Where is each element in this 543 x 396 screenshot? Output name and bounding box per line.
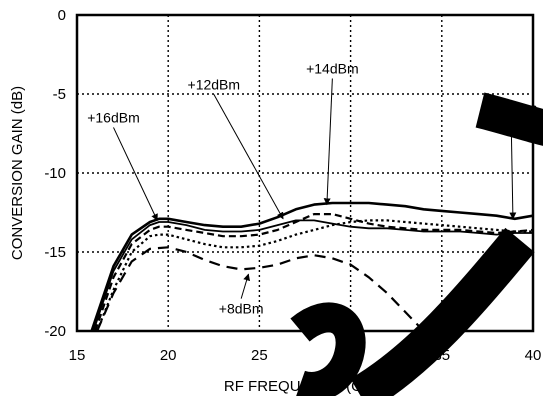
x-tick-label: 35 bbox=[433, 347, 450, 364]
series-layer bbox=[90, 201, 533, 331]
x-tick-label: 25 bbox=[251, 347, 268, 364]
annotation-arrow bbox=[113, 127, 158, 222]
series-line-12dbm bbox=[94, 213, 533, 331]
y-tick-label: 0 bbox=[58, 7, 66, 24]
x-tick-label: 40 bbox=[525, 347, 542, 364]
annotation-label: +16dBm bbox=[87, 109, 140, 125]
plot-frame bbox=[75, 13, 535, 333]
watermark-stroke-2 bbox=[475, 92, 543, 146]
x-tick-label: 15 bbox=[69, 347, 86, 364]
x-axis-title: RF FREQUENCY (GHz) bbox=[224, 378, 386, 395]
series-line-8dbm bbox=[96, 246, 426, 331]
annotation-arrow bbox=[509, 117, 517, 220]
y-tick-label: -10 bbox=[44, 165, 66, 182]
annotation-label: +8dBm bbox=[219, 301, 264, 317]
y-axis-title: CONVERSION GAIN (dB) bbox=[9, 86, 26, 260]
annotation-arrow bbox=[323, 78, 333, 206]
grid bbox=[77, 15, 533, 331]
series-line-10dbm bbox=[96, 219, 533, 331]
series-line-16dbm bbox=[90, 201, 533, 331]
annotation-label: +12dBm bbox=[188, 76, 241, 92]
x-tick-label: 30 bbox=[342, 347, 359, 364]
annotation-label: +14dBm bbox=[306, 60, 359, 76]
annotations: +16dBm +12dBm +14dBm +10dBm +8dBm bbox=[87, 60, 537, 316]
annotation-arrow bbox=[240, 273, 251, 299]
annotation-label: +10dBm bbox=[485, 100, 538, 116]
x-tick-label: 20 bbox=[160, 347, 177, 364]
tick-labels: 15 20 25 30 35 40 0 -5 -10 -15 -20 bbox=[44, 7, 541, 364]
y-tick-label: -15 bbox=[44, 244, 66, 261]
watermark bbox=[290, 92, 543, 396]
series-line-14dbm bbox=[92, 219, 533, 331]
annotation-arrow bbox=[213, 94, 284, 220]
watermark-stroke-1 bbox=[350, 227, 535, 396]
watermark-stroke-3 bbox=[290, 302, 366, 396]
y-tick-label: -5 bbox=[53, 86, 66, 103]
y-tick-label: -20 bbox=[44, 323, 66, 340]
